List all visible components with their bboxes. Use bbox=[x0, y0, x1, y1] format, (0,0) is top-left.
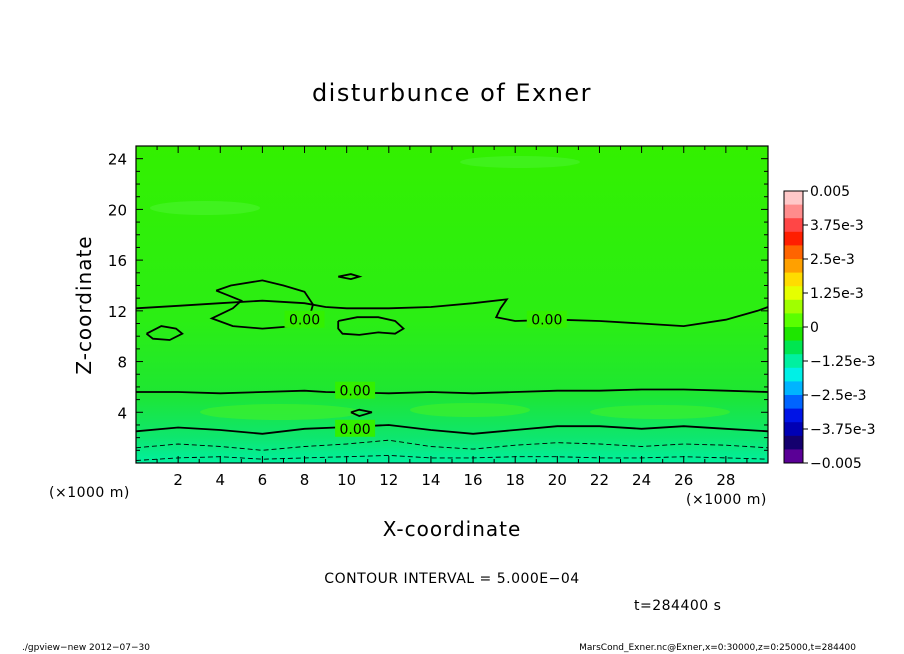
contour-line-negative bbox=[136, 439, 768, 451]
contour-line-zero bbox=[145, 325, 184, 341]
contour-line-negative bbox=[136, 454, 768, 461]
contour-label-bg bbox=[284, 310, 325, 328]
contour-label: 0.00 bbox=[340, 384, 371, 400]
footer-left: ./gpview−new 2012−07−30 bbox=[22, 643, 150, 653]
x-tick-label: 16 bbox=[464, 471, 483, 489]
colorbar-cell bbox=[784, 259, 803, 273]
x-tick-label: 12 bbox=[379, 471, 398, 489]
contour-line-zero bbox=[337, 316, 405, 336]
field-light-patch bbox=[590, 405, 730, 419]
x-axis-label: X-coordinate bbox=[383, 517, 522, 541]
colorbar: 0.005 3.75e-3 2.5e-3 1.25e-3 0 −1.25e-3 −2.5e-… bbox=[783, 184, 875, 472]
contour-label-bg bbox=[335, 381, 376, 399]
chart-title: disturbunce of Exner bbox=[312, 79, 592, 107]
x-tick-label: 2 bbox=[173, 471, 183, 489]
x-tick-label: 26 bbox=[674, 471, 693, 489]
contour-line-zero bbox=[350, 408, 373, 418]
y-tick-label: 8 bbox=[117, 354, 127, 372]
colorbar-cells bbox=[784, 191, 803, 464]
x-tick-label: 28 bbox=[716, 471, 735, 489]
field-light-patch bbox=[410, 403, 530, 417]
x-tick-label: 24 bbox=[632, 471, 651, 489]
colorbar-cell bbox=[784, 395, 803, 409]
colorbar-cell bbox=[784, 231, 803, 246]
contour-interval-text: CONTOUR INTERVAL = 5.000E−04 bbox=[324, 571, 579, 587]
colorbar-cell bbox=[784, 313, 803, 328]
x-unit-label-left: (×1000 m) bbox=[49, 485, 130, 501]
contour-label: 0.00 bbox=[340, 422, 371, 438]
colorbar-label: 0.005 bbox=[810, 184, 850, 200]
contour-label: 0.00 bbox=[289, 313, 320, 329]
y-axis: 4 8 12 16 20 24 bbox=[108, 151, 768, 451]
y-tick-label: 16 bbox=[108, 252, 127, 270]
contour-line-zero bbox=[136, 298, 768, 328]
colorbar-label: 3.75e-3 bbox=[810, 218, 864, 234]
x-tick-label: 10 bbox=[337, 471, 356, 489]
y-tick-label: 12 bbox=[108, 303, 127, 321]
colorbar-cell bbox=[784, 299, 803, 314]
colorbar-cell bbox=[784, 340, 803, 355]
colorbar-label: −0.005 bbox=[810, 456, 862, 472]
y-axis-label: Z-coordinate bbox=[72, 235, 96, 374]
x-tick-label: 14 bbox=[421, 471, 440, 489]
y-tick-label: 24 bbox=[108, 151, 127, 169]
contour-line-zero bbox=[136, 424, 768, 435]
colorbar-label: 1.25e-3 bbox=[810, 286, 864, 302]
x-tick-label: 20 bbox=[548, 471, 567, 489]
x-tick-label: 18 bbox=[506, 471, 525, 489]
contour-line-zero bbox=[338, 273, 363, 281]
colorbar-cell bbox=[784, 435, 803, 450]
colorbar-label: −3.75e-3 bbox=[810, 422, 875, 438]
x-tick-label: 8 bbox=[300, 471, 310, 489]
x-tick-label: 22 bbox=[590, 471, 609, 489]
x-unit-label-right: (×1000 m) bbox=[686, 492, 767, 508]
contour-label: 0.00 bbox=[531, 313, 562, 329]
field-light-patch bbox=[200, 404, 360, 420]
contour-line-zero bbox=[136, 388, 768, 395]
colorbar-cell bbox=[784, 449, 803, 464]
colorbar-label: −2.5e-3 bbox=[810, 388, 867, 404]
field-light-patch bbox=[460, 156, 580, 168]
x-tick-label: 4 bbox=[215, 471, 225, 489]
colorbar-cell bbox=[784, 381, 803, 396]
contour-label-bg bbox=[526, 310, 567, 328]
colorbar-label: −1.25e-3 bbox=[810, 354, 875, 370]
colorbar-label: 0 bbox=[810, 320, 819, 336]
colorbar-cell bbox=[784, 367, 803, 382]
colorbar-cell bbox=[784, 286, 803, 301]
contour-labels: 0.00 0.00 0.00 0.00 bbox=[284, 310, 567, 438]
colorbar-cell bbox=[784, 354, 803, 369]
time-label: t=284400 s bbox=[634, 598, 721, 614]
colorbar-labels: 0.005 3.75e-3 2.5e-3 1.25e-3 0 −1.25e-3 −2.5e-… bbox=[803, 184, 875, 472]
colorbar-cell bbox=[784, 408, 803, 423]
x-tick-label: 6 bbox=[258, 471, 268, 489]
field-light-patch bbox=[150, 201, 260, 215]
footer-right: MarsCond_Exner.nc@Exner,x=0:30000,z=0:25… bbox=[579, 643, 856, 653]
colorbar-label: 2.5e-3 bbox=[810, 252, 855, 268]
contour-field bbox=[136, 146, 768, 463]
x-axis: 2 4 6 8 10 12 14 16 18 20 22 24 26 28 bbox=[156, 146, 748, 489]
colorbar-cell bbox=[784, 191, 803, 205]
y-tick-label: 20 bbox=[108, 201, 127, 219]
colorbar-cell bbox=[784, 327, 803, 341]
y-tick-label: 4 bbox=[117, 404, 127, 422]
colorbar-cell bbox=[784, 245, 803, 260]
colorbar-cell bbox=[784, 204, 803, 219]
contour-label-bg bbox=[335, 419, 376, 437]
colorbar-cell bbox=[784, 218, 803, 233]
colorbar-cell bbox=[784, 422, 803, 437]
colorbar-cell bbox=[784, 272, 803, 287]
